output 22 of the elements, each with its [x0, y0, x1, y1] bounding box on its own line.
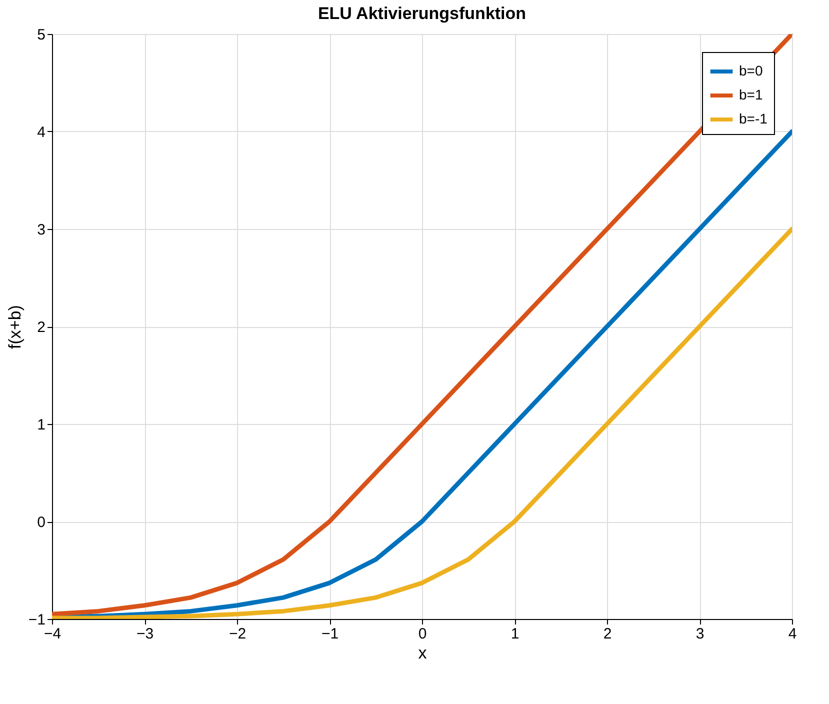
x-tick-label: 4: [788, 626, 797, 642]
y-tick-label: 1: [37, 416, 46, 434]
x-tick-label: −3: [136, 626, 154, 642]
x-axis-title: x: [418, 644, 428, 662]
y-tick-label: 4: [37, 124, 46, 141]
x-tick-label: −2: [228, 626, 246, 642]
x-tick-label: 3: [696, 626, 704, 642]
legend-label: b=1: [739, 86, 763, 102]
legend-label: b=-1: [739, 110, 768, 126]
y-tick-label: 5: [37, 26, 46, 44]
y-tick-label: 0: [37, 514, 46, 531]
y-tick-label: −1: [28, 612, 46, 628]
x-tick-label: −1: [321, 626, 339, 642]
y-tick-label: 3: [37, 222, 46, 238]
x-tick-label: 1: [510, 626, 520, 642]
y-tick-label: 2: [37, 319, 46, 336]
chart-title: ELU Aktivierungsfunktion: [318, 4, 526, 23]
x-tick-label: 2: [603, 626, 612, 642]
legend-label: b=0: [739, 62, 763, 78]
x-tick-label: 0: [418, 626, 427, 642]
x-tick-label: −4: [44, 626, 62, 642]
y-axis-title: f(x+b): [5, 305, 24, 349]
